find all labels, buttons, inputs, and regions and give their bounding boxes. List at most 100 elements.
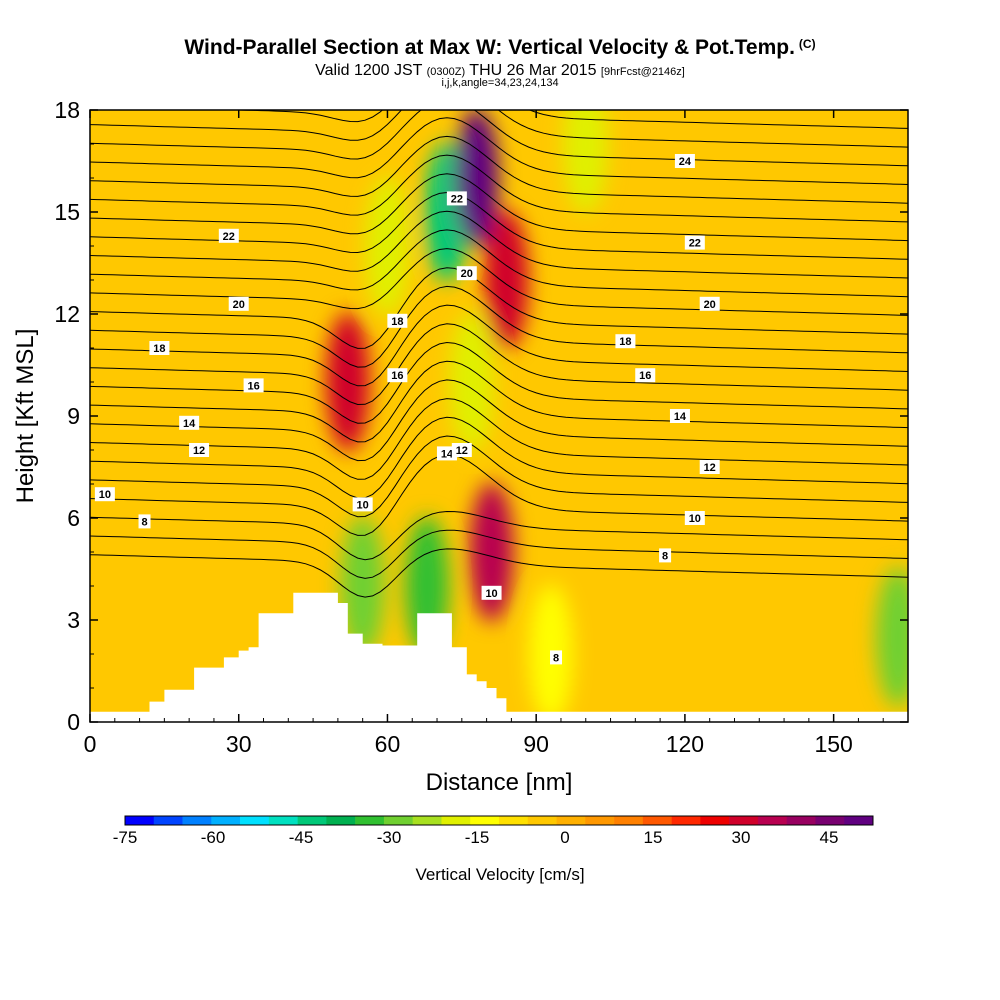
colorbar-swatch-21 (729, 816, 759, 825)
theta-contour-13 (90, 267, 908, 349)
contour-label-20: 10 (357, 499, 369, 511)
theta-contour-19 (90, 154, 908, 223)
y-tick-label-0: 0 (67, 709, 80, 735)
background-field (90, 110, 908, 722)
chart-title: Wind-Parallel Section at Max W: Vertical… (0, 36, 1000, 60)
contour-label-box-17 (451, 443, 472, 457)
y-tick-label-15: 15 (54, 199, 80, 225)
contour-label-13: 14 (183, 418, 196, 430)
colorbar-swatch-3 (211, 816, 241, 825)
w-feature-3 (365, 176, 410, 316)
contour-label-8: 18 (391, 316, 403, 328)
w-feature-12 (876, 567, 908, 707)
y-tick-label-6: 6 (67, 505, 80, 531)
theta-contour-20 (90, 135, 908, 204)
contour-label-14: 14 (441, 448, 454, 460)
theta-contour-0 (90, 548, 908, 598)
contour-label-6: 20 (704, 299, 716, 311)
contour-label-box-10 (243, 378, 264, 393)
colorbar-swatch-23 (786, 816, 816, 825)
x-tick-label-150: 150 (814, 731, 852, 757)
contour-label-9: 18 (619, 336, 631, 348)
colorbar-swatch-25 (844, 816, 874, 825)
colorbar-swatch-2 (182, 816, 212, 825)
theta-contours (90, 110, 908, 598)
theta-contour-2 (90, 510, 908, 561)
contour-label-box-18 (699, 460, 720, 474)
contour-label-box-0 (674, 154, 695, 168)
colorbar-tick-label-5: 0 (560, 828, 569, 847)
x-tick-label-60: 60 (375, 731, 401, 757)
valid-time-utc: (0300Z) (426, 66, 466, 78)
contour-label-box-1 (218, 228, 239, 243)
theta-contour-5 (90, 416, 908, 499)
colorbar-swatch-12 (470, 816, 500, 825)
terrain (90, 592, 908, 722)
contour-label-4: 20 (233, 299, 245, 311)
colorbar-swatch-0 (125, 816, 155, 825)
theta-contour-4 (90, 435, 908, 518)
contour-label-24: 8 (662, 550, 668, 562)
contour-label-22: 10 (689, 513, 701, 525)
y-tick-label-3: 3 (67, 607, 80, 633)
contour-label-box-5 (456, 266, 477, 281)
axes: 0 30 60 90 120 150 0 3 6 9 12 15 18 (54, 97, 908, 757)
theta-contour-11 (90, 304, 908, 387)
contour-label-box-23 (138, 514, 151, 529)
chart-indices: i,j,k,angle=34,23,24,134 (0, 77, 1000, 89)
theta-contour-21 (90, 117, 908, 185)
colorbar-swatch-1 (153, 816, 183, 825)
theta-contour-9 (90, 341, 908, 424)
y-tick-label-9: 9 (67, 403, 80, 429)
contour-label-15: 14 (674, 411, 687, 423)
theta-contour-15 (90, 229, 908, 298)
contour-label-box-7 (149, 341, 170, 355)
colorbar: -75 -60 -45 -30 -15 0 15 30 45 (113, 815, 874, 847)
w-feature-6 (449, 312, 494, 452)
colorbar-tick-label-2: -45 (289, 828, 314, 847)
colorbar-swatch-5 (268, 816, 298, 825)
colorbar-swatch-18 (642, 816, 672, 825)
contour-label-10: 16 (247, 380, 259, 392)
colorbar-swatch-9 (383, 816, 413, 825)
contour-label-12: 16 (639, 370, 651, 382)
contour-label-11: 16 (391, 370, 403, 382)
colorbar-swatch-7 (326, 816, 356, 825)
terrain-fill (90, 592, 908, 722)
theta-contour-6 (90, 398, 908, 480)
theta-contour-18 (90, 173, 908, 242)
contour-label-box-24 (659, 548, 672, 563)
contour-label-box-9 (615, 334, 636, 349)
contour-label-21: 10 (485, 588, 497, 600)
theta-contour-1 (90, 529, 908, 579)
valid-time-jst: Valid 1200 JST (315, 62, 423, 79)
colorbar-tick-label-4: -15 (465, 828, 490, 847)
y-tick-label-18: 18 (54, 97, 80, 123)
contour-label-1: 22 (223, 231, 235, 243)
contour-label-box-8 (387, 313, 408, 328)
colorbar-swatch-4 (240, 816, 270, 825)
contour-label-3: 22 (689, 238, 701, 250)
colorbar-tick-label-6: 15 (644, 828, 663, 847)
chart-subtitle: Valid 1200 JST (0300Z) THU 26 Mar 2015 [… (0, 62, 1000, 80)
colorbar-swatch-6 (297, 816, 327, 825)
contour-label-23: 8 (141, 516, 147, 528)
colorbar-title: Vertical Velocity [cm/s] (415, 865, 584, 884)
colorbar-tick-label-3: -30 (377, 828, 402, 847)
colorbar-tick-label-7: 30 (732, 828, 751, 847)
theta-contour-14 (90, 248, 908, 316)
colorbar-tick-label-1: -60 (201, 828, 226, 847)
colorbar-swatch-16 (585, 816, 615, 825)
theta-contour-12 (90, 285, 908, 368)
colorbar-swatch-13 (499, 816, 529, 825)
contour-label-box-6 (699, 296, 720, 311)
contour-label-16: 12 (193, 445, 205, 457)
colorbar-swatch-10 (412, 816, 442, 825)
colorbar-frame (124, 815, 874, 826)
contour-label-box-13 (179, 415, 200, 430)
colorbar-swatch-19 (671, 816, 701, 825)
contour-label-25: 8 (553, 652, 559, 664)
colorbar-tick-label-8: 45 (820, 828, 839, 847)
x-tick-label-120: 120 (666, 731, 704, 757)
contour-label-19: 10 (99, 489, 111, 501)
